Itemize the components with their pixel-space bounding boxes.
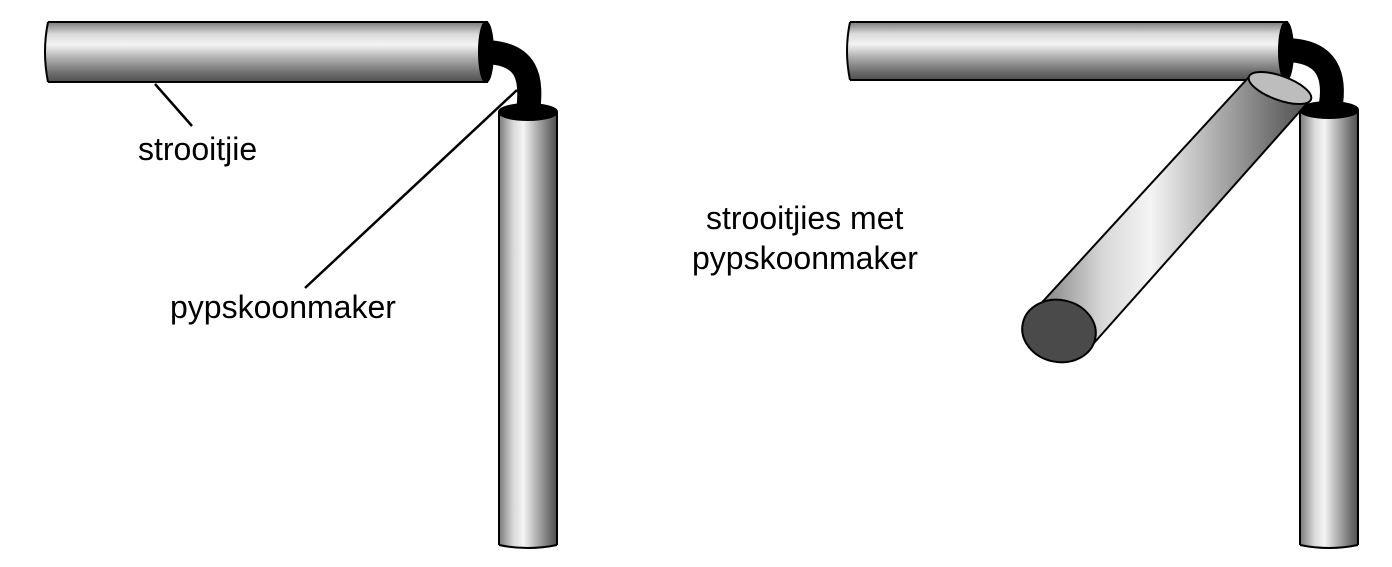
- straw-opening: [478, 21, 494, 83]
- pipe-cleaner-label: pypskoonmaker: [170, 289, 396, 325]
- vertical-straw: [498, 103, 558, 549]
- straw-opening: [498, 103, 558, 121]
- diagonal-straw-top-end: [1247, 71, 1313, 105]
- pipe-cleaner-bend: [1283, 38, 1344, 113]
- vertical-straw: [1299, 101, 1359, 549]
- straw-leader-line: [154, 83, 193, 127]
- pipe-cleaner-bend: [481, 40, 542, 114]
- horizontal-straw: [44, 21, 494, 83]
- straw-label: strooitjie: [138, 131, 257, 167]
- horizontal-straw: [846, 21, 1294, 81]
- diagonal-straw: [1021, 71, 1313, 364]
- left-figure: strooitjie pypskoonmaker: [44, 21, 558, 549]
- straw-opening: [1299, 101, 1359, 119]
- straw-end-cap: [1021, 298, 1097, 364]
- right-figure: strooitjies met pypskoonmaker: [692, 21, 1359, 549]
- straw-opening: [1278, 21, 1294, 81]
- assembled-label-line1: strooitjies met: [706, 200, 904, 236]
- pipe-cleaner-leader-line: [304, 89, 518, 289]
- assembled-label-line2: pypskoonmaker: [692, 240, 918, 276]
